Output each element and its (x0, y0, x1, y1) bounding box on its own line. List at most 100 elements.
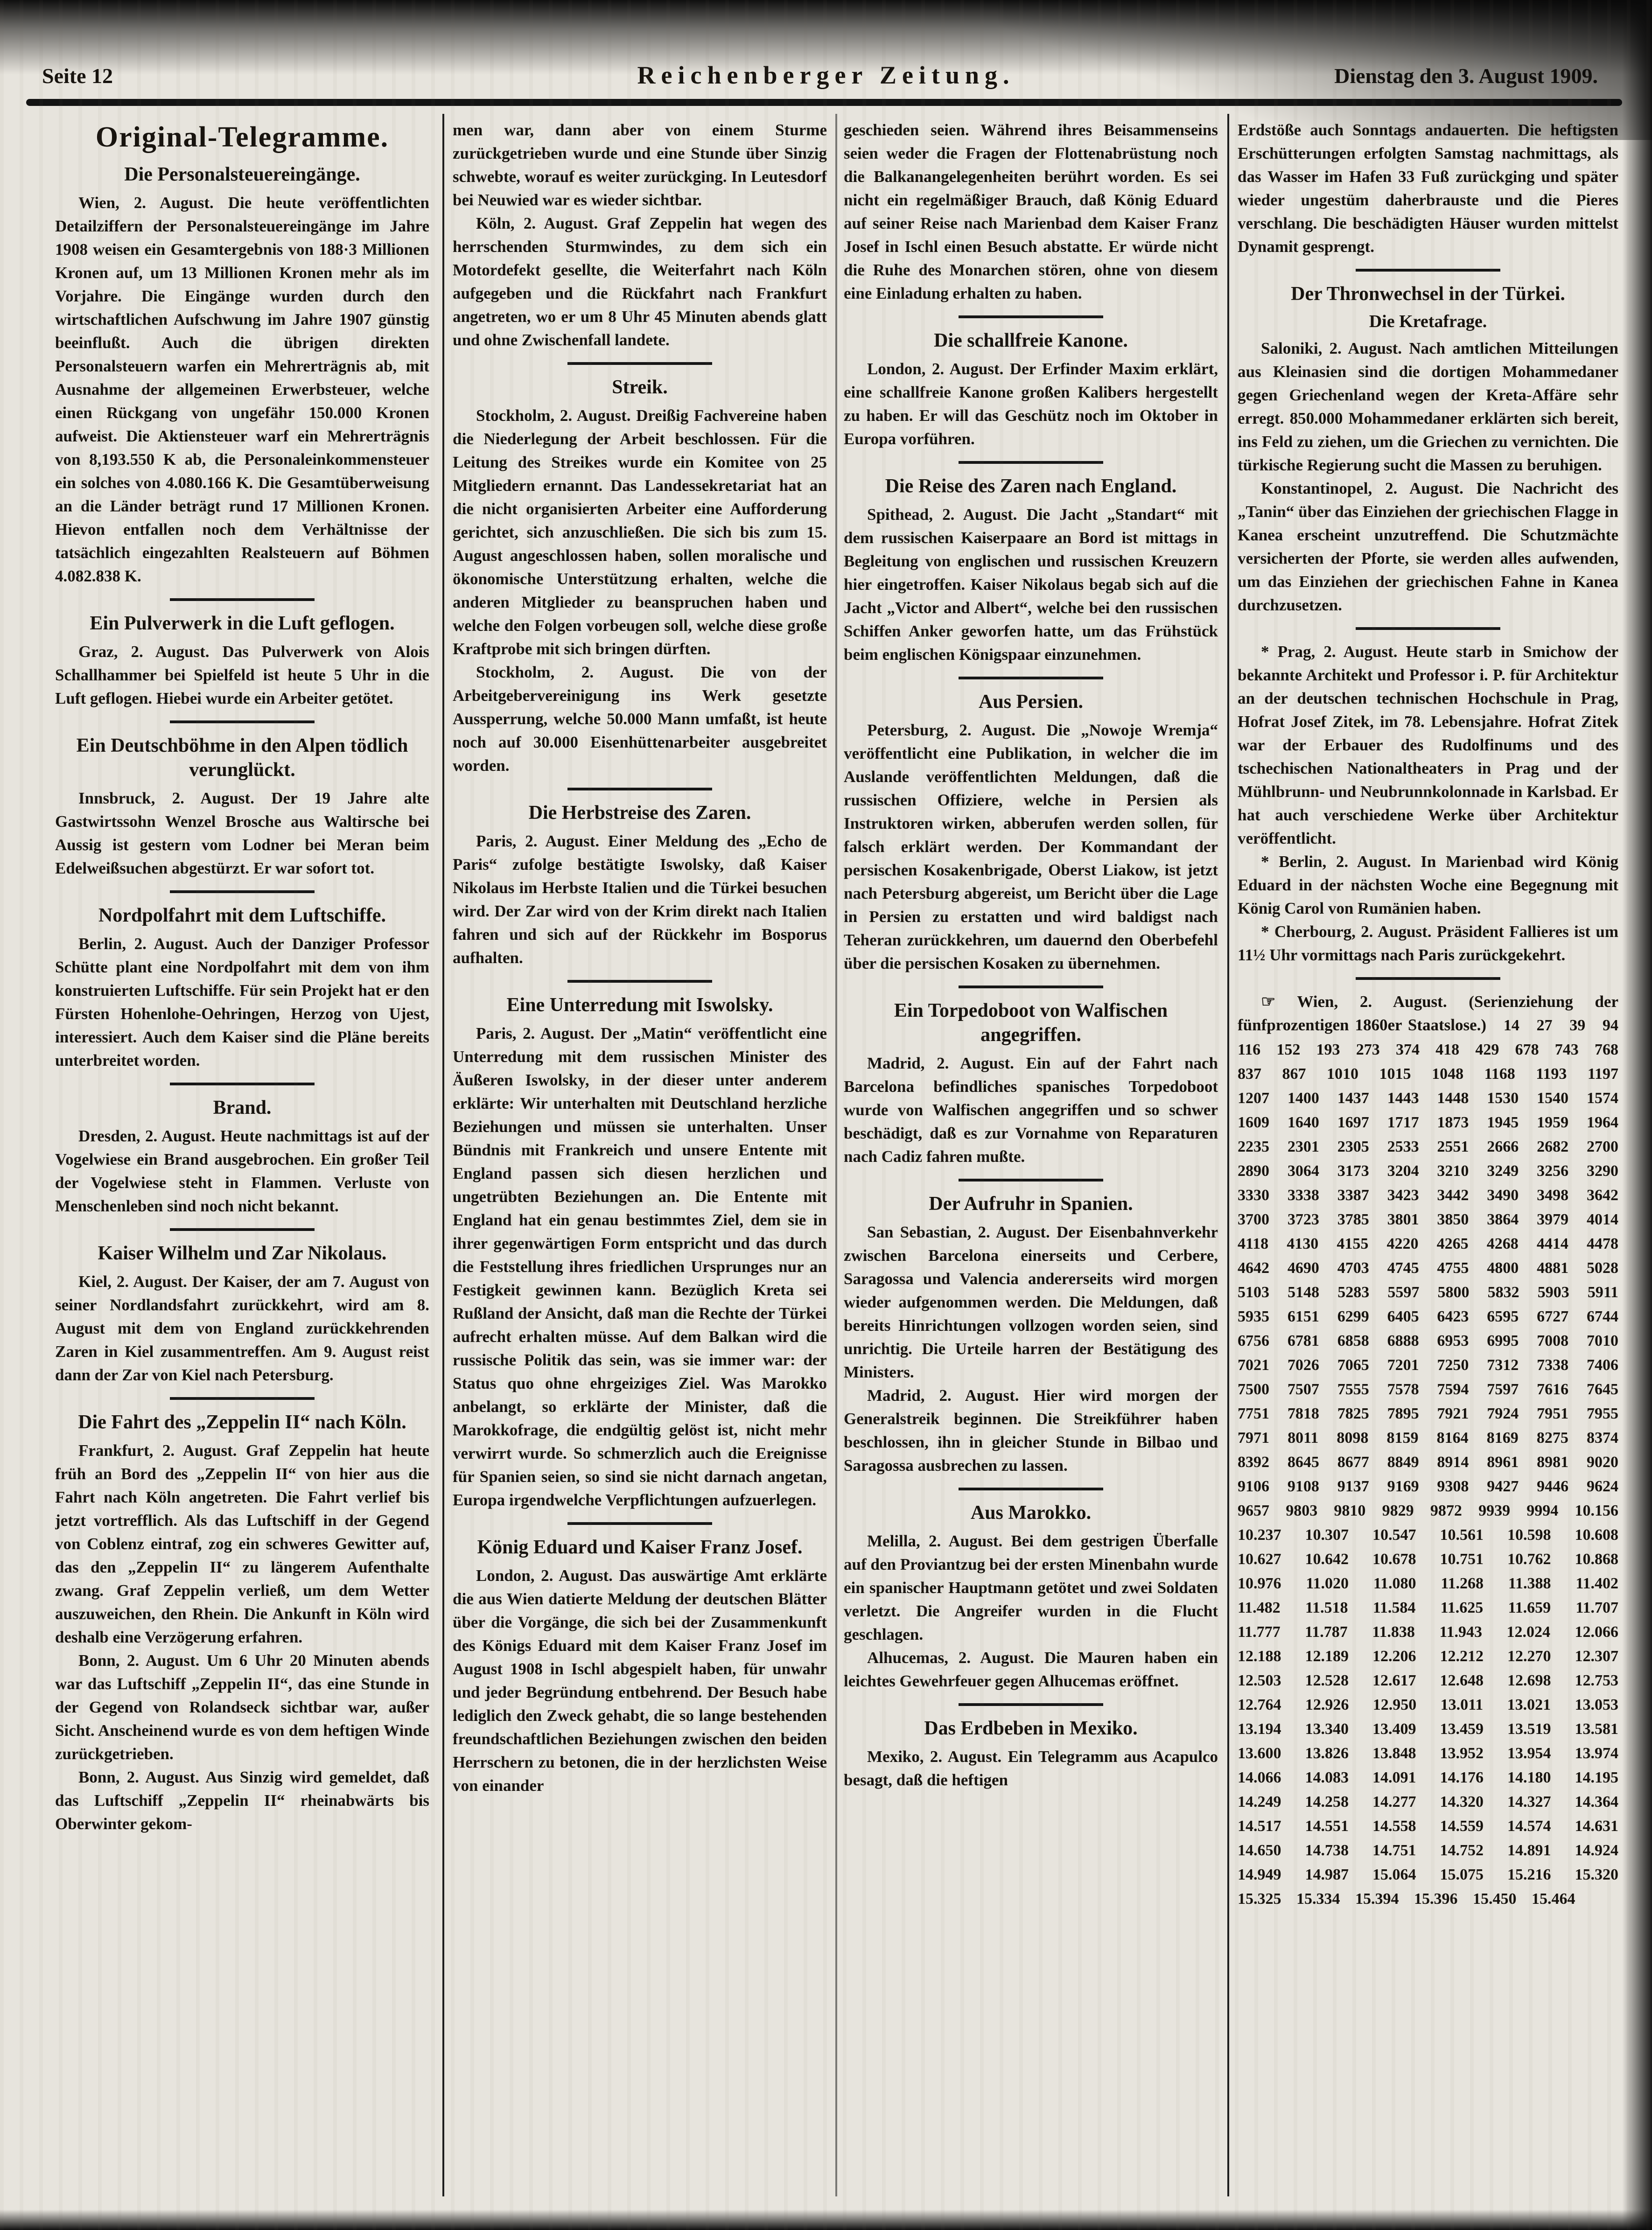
paragraph-text: Heute nachmittags ist auf der Vogelwiese… (55, 1127, 429, 1215)
article-heading: Aus Marokko. (970, 1502, 1092, 1524)
article-separator (959, 1488, 1103, 1490)
column-3: geschieden seien. Während ihres Beisamme… (844, 119, 1218, 2205)
article-separator (1356, 627, 1500, 630)
paragraph-text: Die von der Arbeitgebervereinigung ins W… (453, 663, 827, 775)
dateline: Madrid, 2. August. (867, 1386, 1034, 1405)
paragraph-text: Ein Telegramm aus Acapulco besagt, daß d… (844, 1748, 1218, 1789)
article-paragraph: Paris, 2. August. Einer Meldung des „Ech… (453, 830, 827, 970)
scan-edge-bottom (0, 2209, 1652, 2230)
article-separator (170, 598, 315, 601)
article-paragraph: Saloniki, 2. August. Nach amtlichen Mitt… (1238, 337, 1618, 477)
article-separator (567, 362, 712, 365)
article: Ein Pulverwerk in die Luft geflogen. Graz… (55, 611, 429, 710)
article-separator (170, 890, 315, 893)
article: Die Personalsteuereingänge. Wien, 2. Augu… (55, 162, 429, 588)
article-paragraph: Frankfurt, 2. August. Graf Zeppelin hat … (55, 1439, 429, 1649)
paragraph-text: Die Mauren haben ein leichtes Gewehrfeue… (844, 1649, 1218, 1690)
article: Kaiser Wilhelm und Zar Nikolaus. Kiel, 2.… (55, 1241, 429, 1387)
article: Eine Unterredung mit Iswolsky. Paris, 2. … (453, 993, 827, 1512)
dateline: Köln, 2. August. (476, 214, 607, 232)
article-paragraph: Köln, 2. August. Graf Zeppelin hat wegen… (453, 212, 827, 352)
dateline: Saloniki, 2. August. (1261, 339, 1409, 357)
paragraph-text: men war, dann aber von einem Sturme zurü… (453, 121, 827, 209)
dateline: Graz, 2. August. (78, 643, 223, 661)
article-paragraph: Dresden, 2. August. Heute nachmittags is… (55, 1125, 429, 1218)
dateline: Stockholm, 2. August. (476, 406, 637, 425)
article-paragraph: Paris, 2. August. Der „Matin“ veröffentl… (453, 1022, 827, 1512)
article: Aus Persien. Petersburg, 2. August. Die „… (844, 690, 1218, 975)
article-heading: Die Reise des Zaren nach England. (885, 475, 1177, 497)
article-separator (959, 677, 1103, 679)
dateline: London, 2. August. (867, 360, 1010, 378)
article: ☞ Wien, 2. August. (Serienziehung der fü… (1238, 990, 1618, 1911)
article-heading: Streik. (612, 377, 668, 398)
article-paragraph: Berlin, 2. August. Auch der Danziger Pro… (55, 932, 429, 1072)
dateline: * Prag, 2. August. (1261, 643, 1406, 661)
article-heading: Nordpolfahrt mit dem Luftschiffe. (98, 905, 386, 926)
article-paragraph: Alhucemas, 2. August. Die Mauren haben e… (844, 1646, 1218, 1693)
article-subheading: Die Kretafrage. (1369, 312, 1487, 331)
article-separator (170, 720, 315, 723)
dateline: Konstantinopel, 2. August. (1261, 479, 1477, 497)
article-heading: Die Herbstreise des Zaren. (528, 802, 751, 824)
article-heading: Kaiser Wilhelm und Zar Nikolaus. (98, 1243, 387, 1264)
paragraph-text: Auch der Danziger Professor Schütte plan… (55, 935, 429, 1070)
paragraph-text: Ein auf der Fahrt nach Barcelona befindl… (844, 1054, 1218, 1166)
paragraph-text: Einer Meldung des „Echo de Paris“ zufolg… (453, 832, 827, 967)
dateline: London, 2. August. (476, 1566, 619, 1585)
paragraph-text: Hier wird morgen der Generalstreik begin… (844, 1386, 1218, 1475)
paragraph-text: Der Kaiser, der am 7. August von seiner … (55, 1272, 429, 1384)
article-paragraph: Bonn, 2. August. Aus Sinzig wird gemelde… (55, 1766, 429, 1836)
dateline: Alhucemas, 2. August. (867, 1649, 1044, 1667)
article: Der Aufruhr in Spanien. San Sebastian, 2.… (844, 1192, 1218, 1477)
article: Ein Deutschböhme in den Alpen tödlich ve… (55, 734, 429, 880)
paragraph-text: Heute starb in Smichow der bekannte Arch… (1238, 643, 1618, 847)
article-heading: Ein Torpedoboot von Walfischen angegriff… (894, 1000, 1168, 1046)
header-rule (26, 99, 1622, 106)
article-paragraph: * Cherbourg, 2. August. Präsident Fallie… (1238, 920, 1618, 967)
article-paragraph: ☞ Wien, 2. August. (Serienziehung der fü… (1238, 990, 1618, 1911)
article: Das Erdbeben in Mexiko. Mexiko, 2. August… (844, 1716, 1218, 1792)
paragraph-text: Das Pulverwerk von Alois Schallhammer be… (55, 643, 429, 707)
dateline: Dresden, 2. August. (78, 1127, 220, 1145)
article-paragraph: Melilla, 2. August. Bei dem gestrigen Üb… (844, 1530, 1218, 1646)
article-heading: Der Thronwechsel in der Türkei. (1291, 283, 1565, 305)
paragraph-text: In Marienbad wird König Eduard in der nä… (1238, 853, 1618, 917)
article-separator (1356, 269, 1500, 272)
article-heading: Brand. (213, 1097, 272, 1118)
dateline: Frankfurt, 2. August. (78, 1441, 246, 1460)
dateline: * Berlin, 2. August. (1261, 853, 1421, 871)
dateline: Innsbruck, 2. August. (78, 789, 272, 807)
article: Original-Telegramme. (55, 120, 429, 154)
article-paragraph: Madrid, 2. August. Hier wird morgen der … (844, 1384, 1218, 1477)
paragraph-text: Aus Sinzig wird gemeldet, daß das Luftsc… (55, 1768, 429, 1833)
article-paragraph: men war, dann aber von einem Sturme zurü… (453, 119, 827, 212)
paragraph-text: Bei dem gestrigen Überfalle auf den Prov… (844, 1532, 1218, 1643)
dateline: Stockholm, 2. August. (476, 663, 701, 681)
article-separator (959, 461, 1103, 464)
article: Die Reise des Zaren nach England. Spithea… (844, 474, 1218, 666)
dateline: * Cherbourg, 2. August. (1261, 923, 1437, 941)
article-paragraph: Konstantinopel, 2. August. Die Nachricht… (1238, 477, 1618, 617)
paragraph-text: Die Jacht „Standart“ mit dem russischen … (844, 505, 1218, 664)
column-rule (442, 114, 444, 2196)
dateline: Spithead, 2. August. (867, 505, 1027, 524)
article-paragraph: San Sebastian, 2. August. Der Eisenbahnv… (844, 1221, 1218, 1384)
dateline: ☞ Wien, 2. August. (1261, 993, 1469, 1011)
article: Erdstöße auch Sonntags andauerten. Die h… (1238, 119, 1618, 259)
article-paragraph: Bonn, 2. August. Um 6 Uhr 20 Minuten abe… (55, 1649, 429, 1766)
paragraph-text: Erdstöße auch Sonntags andauerten. Die h… (1238, 121, 1618, 256)
article-heading: Eine Unterredung mit Iswolsky. (506, 994, 773, 1016)
article: Die schallfreie Kanone. London, 2. August… (844, 329, 1218, 451)
article-paragraph: * Berlin, 2. August. In Marienbad wird K… (1238, 850, 1618, 920)
paragraph-text: Präsident Fallieres ist um 11½ Uhr vormi… (1238, 923, 1618, 964)
article: * Prag, 2. August. Heute starb in Smicho… (1238, 640, 1618, 967)
article-paragraph: Wien, 2. August. Die heute veröffentlich… (55, 191, 429, 588)
column-2: men war, dann aber von einem Sturme zurü… (453, 119, 827, 2205)
article-separator (959, 315, 1103, 318)
paragraph-text: Das auswärtige Amt erklärte die aus Wien… (453, 1566, 827, 1795)
article-paragraph: * Prag, 2. August. Heute starb in Smicho… (1238, 640, 1618, 850)
paragraph-text: Die „Nowoje Wremja“ veröffentlicht eine … (844, 721, 1218, 972)
article-heading: Ein Pulverwerk in die Luft geflogen. (90, 613, 395, 634)
dateline: Berlin, 2. August. (78, 935, 215, 953)
